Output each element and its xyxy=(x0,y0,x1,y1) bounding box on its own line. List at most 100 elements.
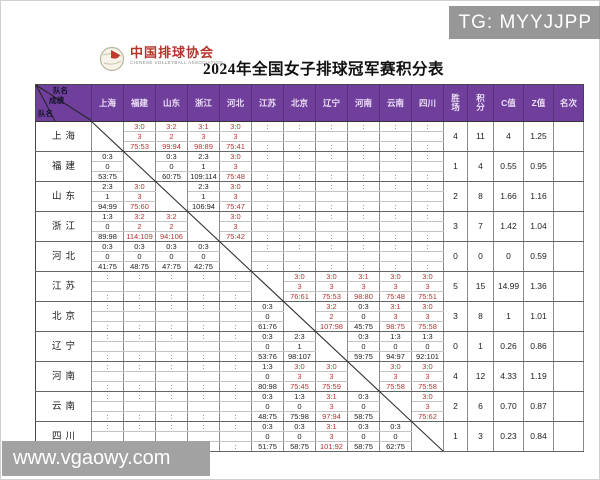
match-points: 1 xyxy=(187,191,220,202)
match-ball-score-pending: : xyxy=(155,381,188,392)
match-set-score: 3:0 xyxy=(411,361,444,372)
match-ball-score-pending: : xyxy=(219,381,252,392)
match-set-score: 3:1 xyxy=(347,271,380,282)
match-ball-score: 75:42 xyxy=(219,231,252,242)
match-ball-score: 75:53 xyxy=(123,141,156,152)
match-ball-score-pending: : xyxy=(187,321,220,332)
match-set-score: 2:3 xyxy=(187,151,220,162)
match-ball-score-pending: : xyxy=(379,231,412,242)
match-points: 2 xyxy=(155,131,188,142)
match-ball-score: 58:75 xyxy=(283,441,316,452)
match-points: 3 xyxy=(347,281,380,292)
match-ball-score: 75:53 xyxy=(315,291,348,302)
cva-logo-en: CHINESE VOLLEYBALL ASSOCIATION xyxy=(130,60,224,65)
match-points-pending xyxy=(283,191,316,202)
match-points-pending xyxy=(123,431,156,442)
match-ball-score-pending: : xyxy=(347,141,380,152)
col-header-team-2: 福建 xyxy=(123,84,156,122)
match-set-score: 0:3 xyxy=(379,421,412,432)
match-set-score-pending: : xyxy=(123,391,156,402)
match-ball-score: 41:75 xyxy=(91,261,124,272)
summary-wins: 1 xyxy=(443,421,468,452)
match-points: 0 xyxy=(283,401,316,412)
match-ball-score-pending: : xyxy=(411,201,444,212)
match-points: 3 xyxy=(411,401,444,412)
match-ball-score-pending: : xyxy=(251,201,284,212)
match-ball-score-pending: : xyxy=(347,231,380,242)
site-watermark: www.vgaowy.com xyxy=(2,441,210,476)
match-set-score-pending: : xyxy=(123,331,156,342)
summary-c-value: 1 xyxy=(493,301,524,332)
match-points-pending xyxy=(91,281,124,292)
summary-rank xyxy=(553,151,584,182)
match-set-score-pending: : xyxy=(219,271,252,282)
match-set-score-pending: : xyxy=(219,331,252,342)
col-header-summary-2: 积分 xyxy=(467,84,494,122)
match-points: 0 xyxy=(347,341,380,352)
match-points-pending xyxy=(123,311,156,322)
match-points-pending xyxy=(155,281,188,292)
match-points-pending xyxy=(123,401,156,412)
match-points: 1 xyxy=(187,161,220,172)
summary-wins: 3 xyxy=(443,211,468,242)
summary-wins: 0 xyxy=(443,331,468,362)
match-points: 3 xyxy=(379,311,412,322)
summary-c-value: 14.99 xyxy=(493,271,524,302)
match-ball-score-pending: : xyxy=(315,171,348,182)
match-ball-score-pending: : xyxy=(379,171,412,182)
match-points: 0 xyxy=(155,161,188,172)
match-ball-score: 53:75 xyxy=(91,171,124,182)
match-set-score-pending: : xyxy=(219,391,252,402)
match-set-score-pending: : xyxy=(315,181,348,192)
match-points: 2 xyxy=(155,221,188,232)
self-match-cell xyxy=(411,421,444,452)
match-set-score-pending: : xyxy=(187,421,220,432)
match-set-score: 3:0 xyxy=(219,211,252,222)
match-set-score-pending: : xyxy=(283,241,316,252)
summary-z-value: 0.87 xyxy=(523,391,554,422)
match-points: 3 xyxy=(219,221,252,232)
match-points: 0 xyxy=(379,431,412,442)
summary-c-value: 1.42 xyxy=(493,211,524,242)
self-match-cell xyxy=(251,271,284,302)
match-points: 3 xyxy=(315,281,348,292)
col-header-team-5: 河北 xyxy=(219,84,252,122)
match-points-pending xyxy=(315,251,348,262)
match-set-score-pending: : xyxy=(251,181,284,192)
match-ball-score: 89:98 xyxy=(91,231,124,242)
match-set-score-pending: : xyxy=(347,181,380,192)
match-ball-score-pending: : xyxy=(251,231,284,242)
summary-points: 12 xyxy=(467,361,494,392)
col-header-team-3: 山东 xyxy=(155,84,188,122)
match-ball-score: 60:75 xyxy=(155,171,188,182)
volleyball-icon xyxy=(99,46,125,72)
match-ball-score-pending: : xyxy=(155,321,188,332)
match-ball-score: 75:47 xyxy=(219,201,252,212)
row-team-name: 河南 xyxy=(35,361,92,392)
summary-z-value: 0.59 xyxy=(523,241,554,272)
match-ball-score: 98:89 xyxy=(187,141,220,152)
summary-z-value: 1.16 xyxy=(523,181,554,212)
match-set-score-pending: : xyxy=(219,361,252,372)
summary-points: 0 xyxy=(467,241,494,272)
telegram-watermark-text: TG: MYYJJPP xyxy=(458,11,592,33)
match-points-pending xyxy=(411,221,444,232)
match-points-pending xyxy=(379,161,412,172)
match-set-score: 3:0 xyxy=(411,271,444,282)
match-set-score: 3:0 xyxy=(219,151,252,162)
self-match-cell xyxy=(283,301,316,332)
match-ball-score-pending: : xyxy=(379,141,412,152)
match-points: 3 xyxy=(283,281,316,292)
match-set-score-pending: : xyxy=(347,241,380,252)
match-set-score: 0:3 xyxy=(347,301,380,312)
match-points: 0 xyxy=(251,431,284,442)
match-points: 0 xyxy=(251,371,284,382)
match-set-score-pending: : xyxy=(155,421,188,432)
match-points-pending xyxy=(251,191,284,202)
match-ball-score-pending: : xyxy=(123,351,156,362)
match-ball-score: 42:75 xyxy=(187,261,220,272)
col-header-team-4: 浙江 xyxy=(187,84,220,122)
match-points-pending xyxy=(187,431,220,442)
match-points-pending xyxy=(91,371,124,382)
match-points: 3 xyxy=(187,131,220,142)
